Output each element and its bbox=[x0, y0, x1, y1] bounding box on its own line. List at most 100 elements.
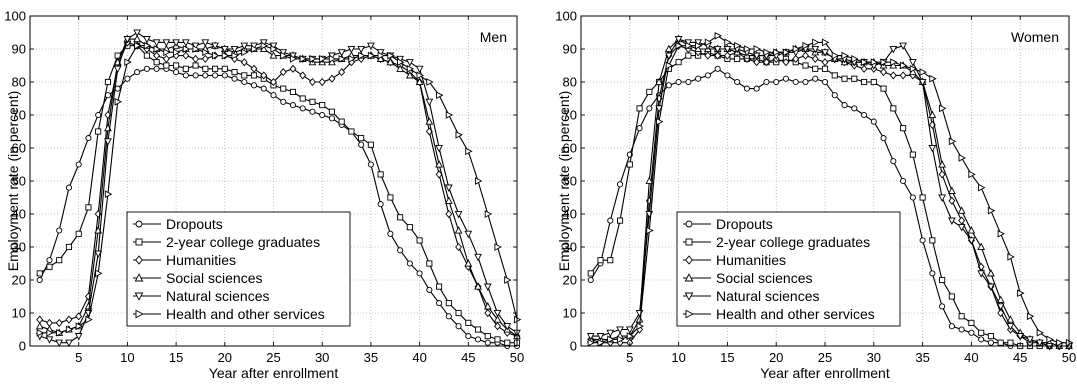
x-tick-label: 5 bbox=[75, 350, 82, 365]
data-point-dropouts bbox=[909, 194, 916, 201]
data-point-health-and-other-services bbox=[221, 51, 230, 60]
y-tick-label: 60 bbox=[12, 141, 26, 156]
data-point-natural-sciences bbox=[162, 39, 171, 47]
x-tick-label: 45 bbox=[1013, 350, 1027, 365]
data-point-health-and-other-services bbox=[36, 328, 45, 337]
data-point-dropouts bbox=[607, 217, 614, 224]
y-tick-label: 10 bbox=[563, 306, 577, 321]
legend-marker bbox=[135, 238, 143, 246]
x-tick-label: 5 bbox=[626, 350, 633, 365]
data-point-2-year-college-graduates bbox=[436, 283, 443, 290]
x-tick-label: 25 bbox=[266, 350, 280, 365]
data-point-dropouts bbox=[714, 65, 721, 72]
data-point-2-year-college-graduates bbox=[250, 72, 258, 79]
data-point-social-sciences bbox=[444, 196, 453, 204]
data-point-dropouts bbox=[124, 75, 131, 82]
data-point-health-and-other-services bbox=[929, 74, 937, 83]
y-tick-label: 100 bbox=[555, 9, 577, 24]
data-point-dropouts bbox=[260, 85, 267, 92]
data-point-natural-sciences bbox=[65, 339, 73, 348]
data-point-dropouts bbox=[367, 161, 374, 168]
legend-label: Humanities bbox=[716, 252, 786, 268]
data-point-health-and-other-services bbox=[724, 38, 732, 47]
x-tick-label: 15 bbox=[169, 350, 183, 365]
data-point-dropouts bbox=[114, 85, 121, 92]
data-point-natural-sciences bbox=[977, 270, 986, 278]
data-point-humanities bbox=[880, 68, 888, 77]
data-point-humanities bbox=[484, 308, 492, 318]
legend-label: Humanities bbox=[166, 252, 236, 268]
data-point-health-and-other-services bbox=[987, 206, 996, 215]
y-tick-label: 0 bbox=[570, 339, 577, 354]
series-health-and-other-services bbox=[587, 31, 1074, 347]
data-point-health-and-other-services bbox=[753, 45, 762, 53]
data-point-health-and-other-services bbox=[997, 229, 1006, 238]
legend-entry-natural-sciences: Natural sciences bbox=[683, 288, 820, 304]
data-point-health-and-other-services bbox=[802, 41, 810, 50]
data-point-2-year-college-graduates bbox=[241, 72, 248, 79]
data-point-natural-sciences bbox=[674, 36, 683, 44]
data-point-2-year-college-graduates bbox=[997, 339, 1004, 346]
series-group bbox=[586, 31, 1074, 351]
data-point-natural-sciences bbox=[337, 49, 346, 57]
legend-marker bbox=[685, 238, 693, 246]
data-point-dropouts bbox=[436, 300, 443, 307]
data-point-natural-sciences bbox=[172, 39, 180, 47]
data-point-natural-sciences bbox=[425, 98, 434, 107]
x-tick-label: 50 bbox=[1062, 350, 1076, 365]
data-point-health-and-other-services bbox=[163, 48, 171, 57]
data-point-natural-sciences bbox=[1035, 339, 1044, 348]
data-point-health-and-other-services bbox=[182, 45, 191, 53]
data-point-humanities bbox=[153, 51, 161, 60]
data-point-social-sciences bbox=[645, 176, 654, 185]
data-point-health-and-other-services bbox=[597, 338, 605, 347]
data-point-natural-sciences bbox=[987, 283, 995, 291]
data-point-social-sciences bbox=[493, 315, 502, 323]
legend-entry-dropouts: Dropouts bbox=[683, 216, 773, 232]
data-point-2-year-college-graduates bbox=[626, 161, 633, 168]
data-point-humanities bbox=[318, 77, 326, 87]
data-point-dropouts bbox=[280, 98, 287, 105]
data-point-natural-sciences bbox=[586, 333, 595, 341]
data-point-health-and-other-services bbox=[406, 64, 415, 73]
data-point-health-and-other-services bbox=[607, 335, 615, 344]
data-point-natural-sciences bbox=[435, 144, 443, 153]
data-point-health-and-other-services bbox=[241, 48, 249, 57]
data-point-health-and-other-services bbox=[231, 51, 239, 60]
legend-entry-2-year-college-graduates: 2-year college graduates bbox=[133, 234, 320, 250]
data-point-dropouts bbox=[270, 92, 277, 99]
data-point-dropouts bbox=[880, 135, 887, 142]
data-point-natural-sciences bbox=[625, 326, 634, 334]
data-point-health-and-other-services bbox=[134, 41, 142, 50]
data-point-dropouts bbox=[65, 184, 73, 191]
data-point-natural-sciences bbox=[55, 339, 64, 348]
legend-marker bbox=[135, 309, 144, 319]
data-point-health-and-other-services bbox=[1007, 253, 1015, 261]
panel-label: Women bbox=[1011, 29, 1059, 45]
data-point-humanities bbox=[65, 315, 73, 324]
data-point-2-year-college-graduates bbox=[685, 52, 692, 59]
data-point-natural-sciences bbox=[606, 329, 615, 338]
data-point-dropouts bbox=[734, 78, 741, 86]
data-point-dropouts bbox=[95, 111, 102, 119]
data-point-2-year-college-graduates bbox=[831, 72, 838, 79]
data-point-2-year-college-graduates bbox=[36, 270, 43, 277]
data-point-humanities bbox=[792, 54, 800, 63]
data-point-2-year-college-graduates bbox=[978, 329, 985, 336]
data-point-health-and-other-services bbox=[636, 322, 644, 331]
data-point-humanities bbox=[299, 71, 307, 80]
data-point-dropouts bbox=[616, 181, 624, 188]
data-point-2-year-college-graduates bbox=[841, 75, 848, 82]
data-point-health-and-other-services bbox=[358, 51, 366, 60]
data-point-natural-sciences bbox=[152, 39, 161, 47]
data-point-social-sciences bbox=[967, 226, 976, 234]
data-point-dropouts bbox=[474, 336, 482, 343]
data-point-dropouts bbox=[319, 111, 326, 119]
data-point-health-and-other-services bbox=[870, 58, 879, 67]
data-point-dropouts bbox=[36, 276, 43, 284]
data-point-social-sciences bbox=[928, 110, 937, 119]
data-point-social-sciences bbox=[664, 44, 673, 53]
data-point-natural-sciences bbox=[94, 250, 103, 258]
data-point-dropouts bbox=[851, 105, 858, 112]
data-point-dropouts bbox=[763, 78, 770, 86]
